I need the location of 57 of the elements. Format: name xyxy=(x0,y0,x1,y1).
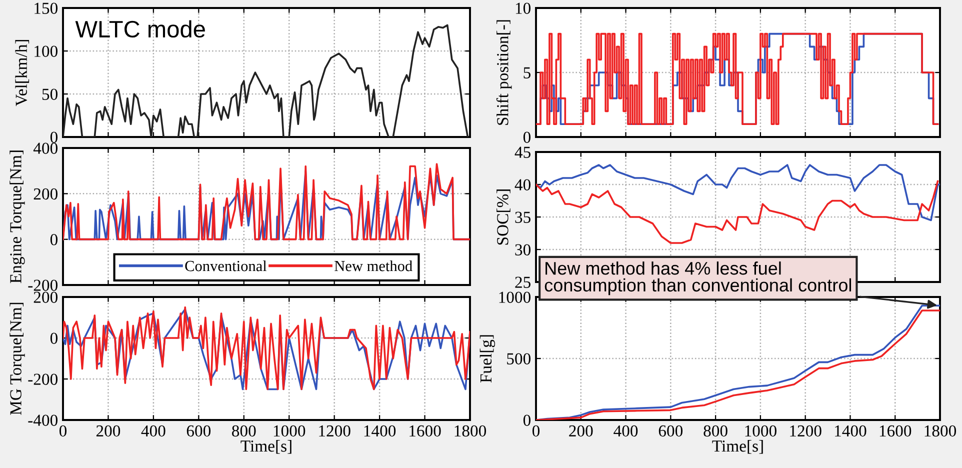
x-tick-label: 400 xyxy=(614,425,638,437)
y-tick-label: 200 xyxy=(34,188,58,200)
y-tick-label: 100 xyxy=(34,46,58,57)
legend-label: Conventional xyxy=(185,260,267,272)
y-tick-label: 30 xyxy=(515,244,531,256)
x-tick-label: 1800 xyxy=(924,425,956,437)
y-axis-title: Fuel[g] xyxy=(480,335,496,383)
y-tick-label: 200 xyxy=(34,292,58,303)
y-tick-label: -200 xyxy=(28,280,58,291)
y-tick-label: 10 xyxy=(516,2,531,14)
x-tick-label: 1000 xyxy=(274,425,306,437)
x-tick-label: 200 xyxy=(569,425,593,437)
y-axis-title: Vel[km/h] xyxy=(15,40,30,106)
line-series xyxy=(536,180,939,244)
line-series xyxy=(536,164,940,222)
x-tick-label: 0 xyxy=(532,425,540,437)
y-tick-label: 35 xyxy=(515,212,530,223)
x-tick-label: 1600 xyxy=(880,425,912,437)
y-tick-label: 500 xyxy=(507,353,531,364)
y-axis-title: Shift position[-] xyxy=(496,20,512,125)
y-axis-title: Engine Torque[Nm] xyxy=(10,150,25,284)
x-tick-label: 400 xyxy=(141,425,166,437)
y-tick-label: 400 xyxy=(33,142,58,154)
y-tick-label: 0 xyxy=(523,414,531,426)
y-tick-label: 1000 xyxy=(499,292,531,303)
y-tick-label: -200 xyxy=(28,374,58,385)
x-axis-title: Time[s] xyxy=(240,440,292,454)
y-tick-label: 50 xyxy=(42,88,58,100)
y-tick-label: 40 xyxy=(514,179,531,190)
y-tick-label: 0 xyxy=(523,132,531,143)
y-axis-title: SOC[%] xyxy=(496,190,510,245)
x-tick-label: 800 xyxy=(704,425,728,437)
x-tick-label: 600 xyxy=(658,425,683,437)
y-axis-title: MG Torque[Nm] xyxy=(10,302,25,415)
x-tick-label: 600 xyxy=(186,425,211,437)
x-tick-label: 1200 xyxy=(790,425,822,437)
annotation: WLTC mode xyxy=(75,20,205,38)
y-tick-label: 150 xyxy=(34,2,58,14)
x-tick-label: 1400 xyxy=(835,425,866,437)
x-tick-label: 0 xyxy=(59,425,67,437)
x-axis-title: Time[s] xyxy=(712,440,763,454)
y-tick-label: 5 xyxy=(524,67,530,78)
y-tick-label: 25 xyxy=(515,276,530,288)
x-tick-label: 1400 xyxy=(364,425,396,437)
annotation: New method has 4% less fuel consumption than conventional control xyxy=(544,261,852,296)
y-tick-label: 0 xyxy=(50,132,58,143)
x-tick-label: 1000 xyxy=(745,425,776,437)
x-tick-label: 800 xyxy=(232,425,256,437)
x-tick-label: 200 xyxy=(96,425,120,437)
y-tick-label: -400 xyxy=(28,414,58,426)
y-tick-label: 0 xyxy=(50,234,58,246)
y-tick-label: 0 xyxy=(50,332,58,344)
legend-label: New method xyxy=(334,260,412,272)
x-tick-label: 1200 xyxy=(319,425,350,437)
x-tick-label: 1800 xyxy=(454,425,486,437)
x-tick-label: 1600 xyxy=(410,425,441,437)
y-tick-label: 45 xyxy=(514,146,530,158)
